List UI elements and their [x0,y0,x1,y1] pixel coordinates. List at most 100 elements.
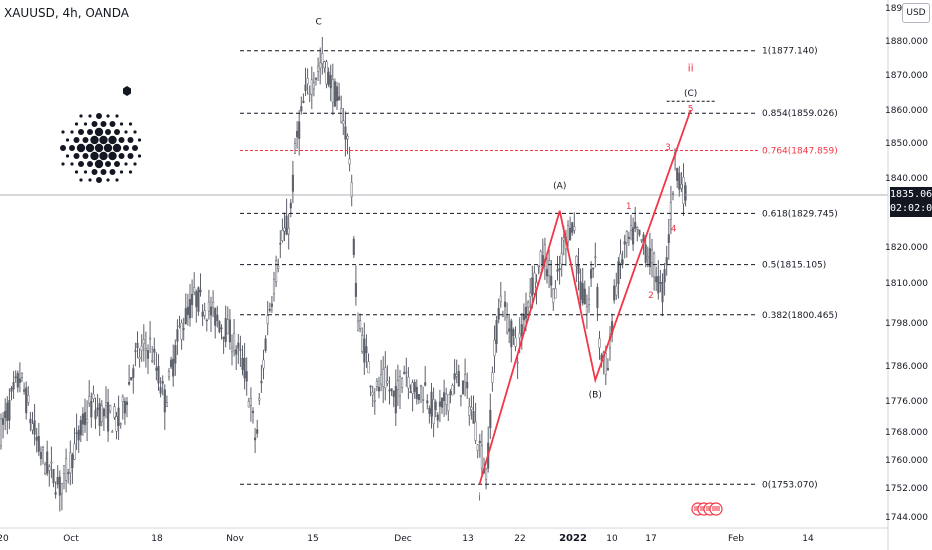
logo-dot [124,130,128,134]
candle-body [625,231,628,243]
candle-body [510,320,513,348]
candle-body [407,376,410,389]
candle-body [350,182,353,198]
candle-body [356,320,360,332]
candle-body [512,329,515,337]
candle-body [41,447,45,451]
candle-body [405,371,408,374]
candle-body [132,368,135,378]
candle-body [205,319,208,322]
candle-body [382,369,385,387]
y-tick-label: 1744.000 [885,513,928,523]
candle-body [422,399,425,401]
fib-levels-layer: 1(1877.140) 0.854(1859.026) 0.764(1847.859… [240,47,838,490]
logo-dot [91,169,98,175]
candle-body [682,176,685,204]
logo-dot [69,145,75,151]
logo-dot [119,170,124,174]
candle-body [264,338,267,351]
candle-body [226,319,229,335]
candle-body [461,380,465,395]
logo-dot [108,135,117,145]
wave-label: (C) [684,89,697,99]
currency-badge[interactable]: USD [902,3,930,23]
candle-body [661,282,664,303]
x-tick-label: Nov [226,534,244,544]
logo-dot [119,122,124,126]
candle-body [300,106,303,112]
candle-body [499,295,502,303]
candle-body [25,387,28,414]
candle-body [302,100,305,104]
candle-body [375,380,378,387]
wave-line [478,109,692,485]
x-axis[interactable]: 20 Oct 18 Nov 15 Dec 13 22 2022 10 17 Feb 14 [0,527,888,544]
candle-body [554,288,557,299]
candle-body [539,251,542,274]
candle-body [312,82,315,90]
candle-body [104,402,108,406]
candle-body [386,380,389,384]
candle-body [480,445,483,469]
candle-body [560,253,563,265]
candle-body [445,393,448,405]
candle-body [590,269,593,279]
countdown-timer: 02:02:09 [890,203,932,214]
logo-dot [83,170,88,174]
candle-body [629,224,633,231]
logo-dot [100,169,107,175]
y-axis[interactable]: 1890.0001880.0001870.0001860.0001850.000… [885,0,928,550]
candle-body [136,342,139,349]
candle-body [107,402,110,432]
candle-body [239,349,242,351]
candle-body [342,120,345,125]
candle-body [329,75,332,89]
candle-body [182,328,185,330]
candle-body [680,184,683,189]
candle-body [69,452,72,474]
candle-body [478,440,481,444]
candle-body [48,466,51,471]
candle-body [650,249,654,263]
logo-hex [123,86,131,96]
candle-body [279,242,282,245]
candle-body [209,306,213,316]
candle-body [203,310,206,316]
candle-body [453,373,456,380]
candle-body [33,420,36,435]
candle-body [298,121,301,139]
x-tick-label: 17 [645,534,656,544]
y-tick-label: 1776.000 [885,397,928,407]
candle-body [314,78,318,80]
logo-dot [133,130,137,134]
candle-body [403,372,406,375]
candle-body [380,374,383,385]
candle-body [77,429,80,441]
logo-dot [106,178,110,182]
candle-body [88,395,91,404]
candle-body [170,359,173,368]
candle-body [369,385,372,388]
logo-dot [85,143,95,153]
candle-body [289,202,292,209]
candle-body [459,395,462,397]
candle-body [468,406,471,416]
candle-body [119,423,122,425]
candle-body [377,386,381,392]
candle-body [310,79,313,95]
event-flags-icon[interactable] [691,502,723,516]
symbol-title: XAUUSD, 4h, OANDA [4,6,130,20]
candle-body [111,431,114,433]
x-tick-label: 14 [802,534,814,544]
candle-body [188,299,192,319]
logo-dot [106,114,110,118]
logo-dot [76,143,86,153]
candle-body [159,387,162,394]
candle-body [363,338,366,363]
candle-body [260,380,263,384]
logo-dot [90,151,99,161]
logo-dot [128,122,133,126]
candle-body [165,402,168,407]
